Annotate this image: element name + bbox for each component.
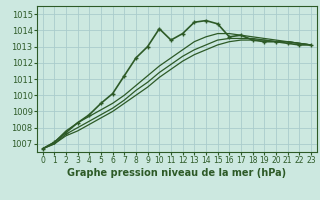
X-axis label: Graphe pression niveau de la mer (hPa): Graphe pression niveau de la mer (hPa) xyxy=(67,168,286,178)
